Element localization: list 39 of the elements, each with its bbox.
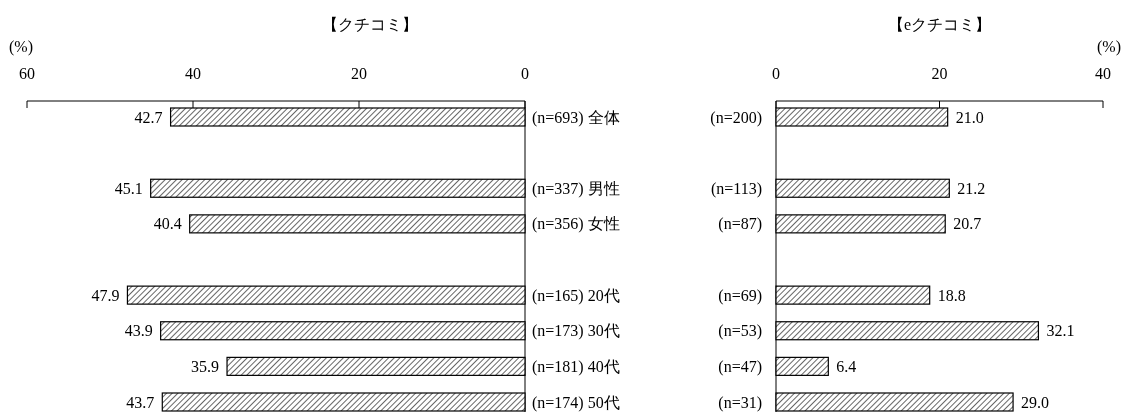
chart-title: 【eクチコミ】 <box>887 16 992 33</box>
data-label: 47.9 <box>91 286 120 304</box>
y-tick-label: (n=87) <box>718 215 762 234</box>
y-tick-label: (n=53) <box>718 322 762 341</box>
x-tick-label: 20 <box>931 65 948 82</box>
x-tick-label: 20 <box>351 65 367 82</box>
y-tick-label: (n=337) 男性 <box>532 179 620 198</box>
data-label: 20.7 <box>953 215 982 233</box>
data-label: 35.9 <box>191 357 220 375</box>
y-tick-label: (n=356) 女性 <box>532 215 620 234</box>
data-label: 45.1 <box>114 179 143 197</box>
x-tick-label: 0 <box>521 65 529 82</box>
data-label: 21.0 <box>955 108 984 126</box>
y-tick-label: (n=47) <box>718 357 762 376</box>
y-tick-label: (n=693) 全体 <box>532 108 620 127</box>
x-tick-label: 0 <box>772 65 780 82</box>
data-label: 43.9 <box>124 322 153 340</box>
x-axis-title: (%) <box>9 38 33 56</box>
x-axis-title: (%) <box>1097 38 1121 56</box>
y-tick-label: (n=200) <box>710 108 762 127</box>
y-tick-label: (n=165) 20代 <box>532 286 620 305</box>
data-label: 40.4 <box>153 215 182 233</box>
data-label: 21.2 <box>957 179 986 197</box>
data-label: 6.4 <box>836 357 857 375</box>
y-tick-label: (n=113) <box>710 179 762 198</box>
data-label: 42.7 <box>134 108 163 126</box>
chart-title: 【クチコミ】 <box>322 16 418 33</box>
x-tick-label: 40 <box>1095 65 1111 82</box>
y-tick-label: (n=174) 50代 <box>532 393 620 412</box>
data-label: 29.0 <box>1021 393 1050 411</box>
y-tick-label: (n=69) <box>718 286 762 305</box>
y-tick-label: (n=31) <box>718 393 762 412</box>
data-label: 18.8 <box>937 286 966 304</box>
y-tick-label: (n=181) 40代 <box>532 357 620 376</box>
data-label: 43.7 <box>126 393 155 411</box>
x-tick-label: 40 <box>185 65 201 82</box>
data-label: 32.1 <box>1046 322 1075 340</box>
y-tick-label: (n=173) 30代 <box>532 322 620 341</box>
x-tick-label: 60 <box>19 65 35 82</box>
